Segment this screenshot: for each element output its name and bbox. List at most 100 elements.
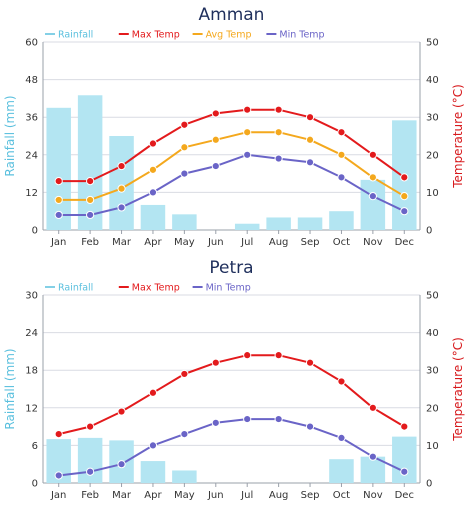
petra-max-temp-line [58,354,405,436]
petra-ytick-left: 18 [25,366,38,377]
amman-max-temp-point [337,128,346,137]
petra-xtick-label: Mar [112,490,132,501]
amman-max-temp-point [305,113,315,122]
amman-avg-temp-point [86,195,95,205]
amman-max-temp-line [58,108,405,183]
amman-avg-temp-point [337,150,346,159]
petra-ytick-left: 6 [32,441,38,452]
amman-max-temp-point [148,139,158,148]
amman-ytick-left: 0 [32,226,38,237]
petra-ytick-right: 50 [426,291,439,302]
petra-min-temp-point [337,433,346,442]
petra-ytick-left: 0 [32,479,38,490]
amman-ytick-left: 24 [25,150,38,161]
petra-max-temp-point [274,351,283,360]
amman-avg-temp-point [400,192,409,201]
petra-ylabel-left: Rainfall (mm) [3,348,17,429]
amman-ytick-right: 40 [426,75,439,86]
petra-min-temp-point [86,467,95,476]
amman-min-temp-point [400,207,409,216]
amman-rainfall-bar [77,95,103,231]
petra-min-temp-point [400,467,409,476]
petra-ytick-right: 30 [426,366,439,377]
petra-min-temp-point [274,414,283,424]
petra-rainfall-bar [392,436,417,483]
petra-chart-title: Petra [209,258,253,278]
petra-max-temp-point [180,369,189,379]
petra-max-temp-point [337,377,346,386]
amman-rainfall-bar [329,211,354,230]
amman-avg-temp-point [117,184,126,193]
amman-max-temp-point [274,105,283,114]
petra-xtick-label: Aug [269,490,289,501]
amman-max-temp-point [54,177,63,186]
amman-ytick-right: 20 [426,150,439,161]
petra-legend-label-0: Rainfall [58,283,93,294]
amman-ytick-right: 50 [426,38,439,49]
petra-ytick-right: 40 [426,328,439,339]
petra-xtick-label: Jun [207,490,224,501]
amman-xtick-label: Mar [112,237,132,248]
petra-min-temp-point [211,418,220,427]
petra-max-temp-point [368,403,377,412]
petra-min-temp-point [180,430,189,439]
amman-xtick-label: Apr [144,237,162,248]
amman-legend-label-1: Max Temp [132,30,180,41]
petra-max-temp-point [305,358,315,367]
amman-avg-temp-point [305,135,315,144]
petra-rainfall-bar [140,461,166,483]
petra-xtick-label: Sep [301,490,320,501]
amman-xtick-label: Sep [301,237,320,248]
petra-rainfall-bar [329,459,354,483]
amman-xtick-label: Jan [50,237,66,248]
petra-max-temp-point [86,422,95,431]
amman-xtick-label: May [174,237,195,248]
petra-max-temp-point [117,407,126,416]
amman-rainfall-bar [266,217,291,230]
amman-avg-temp-point [148,165,158,174]
amman-ytick-left: 36 [25,113,38,124]
amman-legend-label-0: Rainfall [58,30,93,41]
amman-rainfall-bar [172,214,197,230]
petra-max-temp-point [400,422,409,431]
amman-rainfall-bar [46,107,71,230]
amman-avg-temp-point [54,195,63,205]
petra-legend-label-2: Min Temp [206,283,251,294]
petra-ytick-right: 10 [426,441,439,452]
amman-rainfall-bar [140,204,166,230]
amman-max-temp-point [400,173,409,182]
amman-min-temp-line [58,153,405,216]
petra-xtick-label: Dec [395,490,414,501]
amman-max-temp-point [243,105,252,114]
amman-ytick-left: 48 [25,75,38,86]
amman-ytick-left: 60 [25,38,38,49]
amman-legend-label-2: Avg Temp [206,30,252,41]
petra-min-temp-point [305,422,315,431]
amman-ylabel-left: Rainfall (mm) [3,95,17,176]
amman-avg-temp-point [211,135,220,144]
amman-avg-temp-point [243,128,252,137]
amman-avg-temp-point [274,128,283,137]
amman-xtick-label: Jul [240,237,253,248]
petra-rainfall-bar [172,470,197,483]
petra-max-temp-point [243,351,252,360]
petra-min-temp-point [54,471,63,480]
amman-avg-temp-line [58,131,405,201]
petra-ylabel-right: Temperature (°C) [451,337,465,442]
amman-min-temp-point [180,169,189,178]
petra-ytick-left: 12 [25,403,38,414]
petra-max-temp-point [148,388,158,397]
petra-min-temp-point [148,441,158,450]
petra-min-temp-line [58,418,405,477]
petra-legend-label-1: Max Temp [132,283,180,294]
amman-min-temp-point [148,188,158,197]
amman-ytick-right: 30 [426,113,439,124]
amman-max-temp-point [180,120,189,129]
petra-min-temp-point [117,460,126,469]
amman-max-temp-point [117,161,126,171]
petra-xtick-label: Feb [81,490,99,501]
petra-xtick-label: Apr [144,490,162,501]
amman-min-temp-point [86,210,95,220]
